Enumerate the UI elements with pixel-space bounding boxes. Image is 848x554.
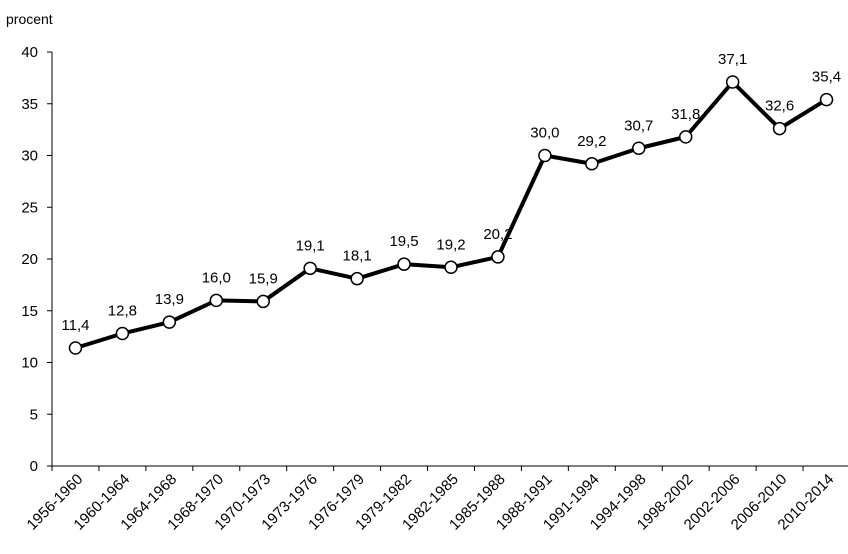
- data-point: [115, 326, 130, 341]
- data-label: 19,1: [296, 237, 325, 254]
- data-point: [538, 148, 552, 163]
- data-labels: 11,4 12,8 13,9 16,0 15,9 19,1 18,1 19,5 19,2 20,2…: [61, 51, 841, 334]
- y-tick-label: 0: [30, 458, 38, 475]
- y-tick-label: 30: [21, 148, 38, 165]
- data-label: 37,1: [718, 51, 747, 68]
- data-point: [819, 92, 834, 107]
- series-line-group: [74, 80, 828, 350]
- y-tick-label: 15: [21, 303, 38, 320]
- data-point: [444, 260, 458, 275]
- data-point: [397, 257, 411, 271]
- y-tick-label: 25: [21, 199, 38, 216]
- data-point: [256, 294, 270, 309]
- data-label: 20,2: [483, 226, 512, 243]
- data-label: 13,9: [155, 291, 184, 308]
- data-point: [491, 250, 505, 264]
- data-label: 18,1: [343, 248, 372, 265]
- data-point: [68, 341, 83, 355]
- y-axis-unit-label: procent: [6, 11, 53, 27]
- data-point: [678, 130, 693, 144]
- series-line: [74, 80, 828, 350]
- data-point: [632, 141, 646, 156]
- y-tick-label: 40: [21, 44, 38, 61]
- data-point: [350, 271, 364, 286]
- y-tick-label: 10: [21, 355, 38, 372]
- data-label: 30,0: [530, 125, 559, 142]
- data-label: 30,7: [624, 117, 653, 134]
- data-label: 29,2: [577, 133, 606, 150]
- data-point: [585, 157, 599, 171]
- data-label: 19,5: [389, 233, 418, 250]
- data-label: 12,8: [108, 303, 137, 320]
- data-label: 31,8: [671, 106, 700, 123]
- data-label: 15,9: [249, 270, 278, 287]
- y-axis: 0 5 10 15 20 25 30 35 40: [21, 44, 53, 475]
- data-point: [725, 75, 740, 89]
- y-tick-label: 5: [30, 406, 38, 423]
- data-point: [209, 293, 224, 308]
- data-point: [303, 261, 317, 276]
- data-label: 16,0: [202, 269, 231, 286]
- data-point: [772, 121, 787, 136]
- data-point: [162, 315, 177, 329]
- x-axis: 1956-19601960-19641964-19681968-19701970…: [24, 465, 848, 534]
- data-points: [68, 75, 834, 355]
- data-label: 32,6: [765, 98, 794, 115]
- data-label: 19,2: [436, 236, 465, 253]
- data-label: 35,4: [812, 69, 841, 86]
- y-tick-label: 35: [21, 96, 38, 113]
- data-label: 11,4: [61, 317, 89, 334]
- y-tick-label: 20: [21, 251, 38, 268]
